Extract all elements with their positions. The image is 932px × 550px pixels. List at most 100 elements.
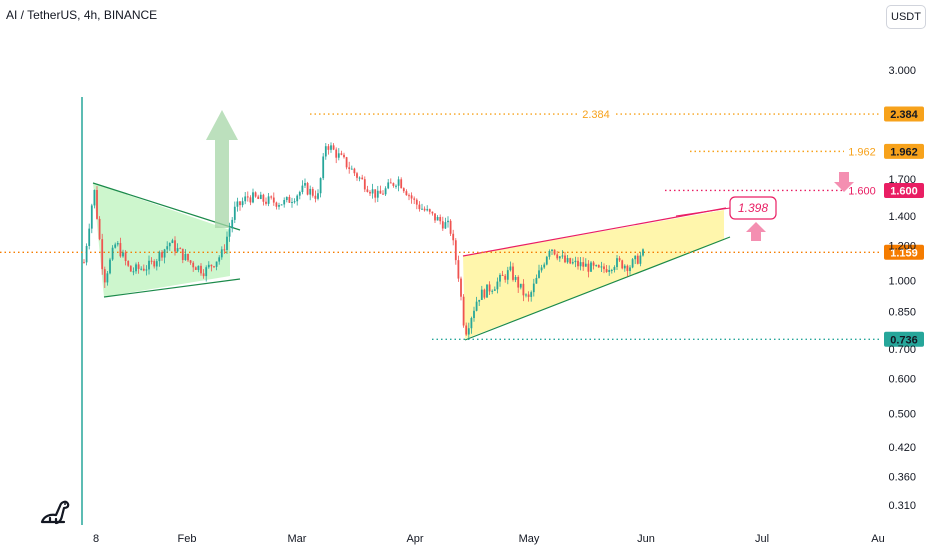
level-price-badge [884, 182, 924, 198]
price-tick-label: 0.500 [888, 408, 916, 420]
candle-body [543, 264, 546, 268]
candle-body [462, 296, 465, 326]
candle-body [161, 252, 163, 258]
candle-body [517, 277, 520, 288]
candle-body [525, 294, 527, 296]
candle-body [187, 253, 189, 261]
dinosaur-logo-icon[interactable] [38, 496, 72, 526]
candle-body [272, 197, 275, 203]
candle-body [319, 178, 322, 194]
candle-body [553, 249, 556, 255]
price-tick-label: 1.700 [888, 174, 916, 186]
candle-body [631, 259, 634, 268]
candle-body [309, 188, 312, 195]
candle-body [239, 201, 241, 206]
candle-body [587, 263, 590, 272]
candle-body [270, 196, 273, 198]
level-price-badge [884, 143, 924, 159]
candle-body [200, 265, 202, 274]
candle-body [603, 266, 605, 270]
level-inline-bg [844, 183, 880, 198]
candle-body [428, 209, 431, 212]
candle-body [122, 252, 124, 257]
candle-body [335, 149, 338, 158]
currency-button[interactable]: USDT [886, 5, 926, 29]
pink-up-arrow-icon [746, 222, 766, 241]
candle-body [629, 267, 631, 271]
candle-body [275, 202, 278, 207]
candle-body [361, 177, 364, 180]
candle-body [608, 269, 611, 272]
candle-body [613, 267, 616, 270]
candle-body [610, 269, 613, 271]
candle-body [171, 240, 174, 244]
candle-body [249, 197, 252, 203]
candle-body [452, 233, 455, 241]
candle-body [410, 195, 413, 199]
level-price-badge [884, 331, 924, 347]
triangle-lower-line [103, 278, 241, 298]
candle-body [236, 201, 239, 207]
candle-body [621, 260, 624, 269]
candle-body [431, 211, 434, 214]
candle-body [90, 205, 93, 229]
candle-body [363, 179, 366, 190]
candle-body [85, 245, 88, 263]
candle-body [509, 266, 512, 271]
candle-body [205, 267, 208, 277]
candle-body [389, 182, 392, 184]
candle-body [512, 266, 514, 280]
level-price-badge [884, 244, 924, 260]
candle-body [626, 265, 629, 271]
candle-body [158, 252, 161, 262]
candle-body [132, 271, 135, 273]
time-tick-label: Jul [755, 533, 769, 545]
candle-body [402, 188, 405, 192]
candle-body [413, 198, 416, 200]
candle-body [96, 189, 98, 219]
time-tick-label: Au [871, 533, 884, 545]
callout-box [729, 196, 777, 220]
candle-body [506, 270, 509, 280]
candle-body [246, 196, 249, 198]
candle-body [267, 196, 270, 204]
candle-body [98, 218, 101, 240]
candle-body [135, 264, 137, 272]
candle-body [579, 262, 582, 267]
candle-body [473, 310, 475, 319]
candle-body [561, 255, 564, 257]
candle-body [460, 278, 462, 297]
price-tick-label: 1.200 [888, 241, 916, 253]
candle-body [142, 268, 145, 271]
candle-body [88, 228, 91, 246]
candle-body [283, 199, 286, 205]
candle-body [491, 290, 494, 292]
candle-body [280, 204, 283, 206]
candle-body [605, 269, 608, 272]
level-inline-bg [578, 107, 614, 122]
candle-body [296, 195, 299, 202]
candle-body [449, 220, 452, 234]
candle-body [145, 269, 148, 271]
candle-body [379, 190, 382, 194]
candle-body [106, 273, 109, 283]
level-price-badge [884, 106, 924, 122]
level-price-badge-text: 1.962 [890, 146, 918, 158]
candle-body [148, 260, 150, 270]
candle-body [371, 189, 374, 194]
candle-body [285, 196, 288, 200]
candle-body [215, 261, 218, 267]
candle-body [636, 255, 639, 264]
candle-body [369, 191, 371, 194]
candle-body [530, 292, 533, 297]
candle-body [418, 204, 421, 210]
candle-body [252, 192, 254, 203]
candle-body [496, 281, 499, 290]
candle-body [327, 146, 330, 150]
candle-body [384, 188, 387, 195]
green-up-arrow-icon [206, 110, 238, 228]
candle-body [181, 248, 184, 261]
candle-body [83, 262, 85, 264]
candle-body [220, 249, 223, 258]
